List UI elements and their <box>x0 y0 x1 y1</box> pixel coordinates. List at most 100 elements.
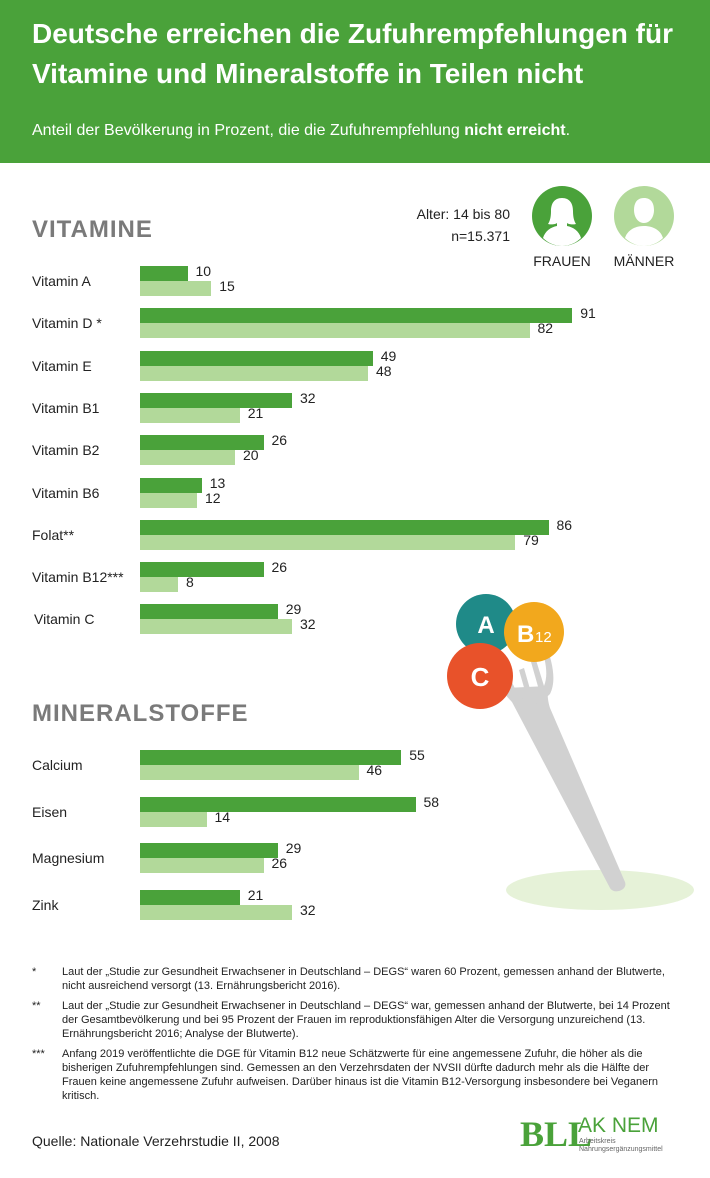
bar-maenner <box>140 281 212 296</box>
value-label: 21 <box>247 887 264 904</box>
bar-maenner <box>140 407 240 423</box>
value-label: 26 <box>271 855 288 872</box>
subtitle-end: . <box>565 122 571 139</box>
fork-vitamin-illustration: A B 12 C <box>447 594 694 910</box>
bar-frauen <box>140 477 202 493</box>
bar-frauen <box>140 308 573 324</box>
value-label: 14 <box>214 808 231 825</box>
woman-icon <box>532 186 592 246</box>
bar-frauen <box>140 843 278 859</box>
footnote-mark: ** <box>32 1000 41 1012</box>
page-title: Deutsche erreichen die Zufuhrempfehlunge… <box>32 18 673 89</box>
bar-frauen <box>140 435 264 451</box>
subtitle-emphasis: nicht erreicht <box>464 122 566 139</box>
bar-maenner <box>140 765 359 780</box>
vitamin-b-subscript: 12 <box>535 629 552 646</box>
vitamin-c-letter: C <box>471 662 490 692</box>
value-label: 20 <box>243 447 259 464</box>
category-label: Vitamin D * <box>32 315 102 332</box>
bar-maenner <box>140 365 368 381</box>
category-label: Vitamin B6 <box>32 484 100 501</box>
bll-aknem-logo: BLL AK NEM Arbeitskreis Nahrungsergänzun… <box>520 1114 663 1154</box>
vitamin-a-letter: A <box>477 612 494 639</box>
category-label: Vitamin B1 <box>32 399 100 416</box>
bar-maenner <box>140 905 292 921</box>
subtitle-text: Anteil der Bevölkerung in Prozent, die d… <box>32 122 465 139</box>
logo-line-2: Nahrungsergänzungsmittel <box>579 1146 663 1153</box>
bar-frauen <box>140 519 549 535</box>
category-label: Magnesium <box>32 850 105 867</box>
footnote-text: Laut der „Studie zur Gesundheit Erwachse… <box>62 966 665 992</box>
footnote-text: Anfang 2019 veröffentlichte die DGE für … <box>62 1048 659 1102</box>
value-label: 82 <box>537 320 554 337</box>
vitamin-b12-circle <box>504 602 564 662</box>
value-label: 32 <box>300 389 316 406</box>
value-label: 32 <box>300 902 316 919</box>
value-label: 79 <box>523 531 539 548</box>
footnote-1: * Laut der „Studie zur Gesundheit Erwach… <box>32 965 682 993</box>
category-label: Zink <box>32 897 59 914</box>
section-title-vitamine: VITAMINE <box>32 216 153 243</box>
footnote-3: *** Anfang 2019 veröffentlichte die DGE … <box>32 1047 682 1103</box>
category-label: Eisen <box>32 803 68 820</box>
value-label: 48 <box>376 362 392 379</box>
value-label: 91 <box>580 305 596 322</box>
value-label: 8 <box>186 574 194 591</box>
bar-maenner <box>140 450 235 466</box>
bar-maenner <box>140 619 292 635</box>
value-label: 26 <box>271 559 288 576</box>
bar-maenner <box>140 858 264 874</box>
bar-frauen <box>140 350 373 366</box>
sample-size: n=15.371 <box>451 228 510 244</box>
category-label: Folat** <box>32 526 75 543</box>
bar-frauen <box>140 266 188 281</box>
value-label: 46 <box>366 762 383 778</box>
man-icon <box>614 186 674 246</box>
bar-maenner <box>140 811 207 827</box>
fork-handle <box>504 686 626 892</box>
category-label: Vitamin E <box>32 357 92 374</box>
section-title-mineralstoffe: MINERALSTOFFE <box>32 700 249 727</box>
bar-maenner <box>140 577 178 593</box>
value-label: 58 <box>423 793 440 810</box>
bar-frauen <box>140 392 292 408</box>
category-label: Vitamin B2 <box>32 442 100 459</box>
value-label: 29 <box>285 840 302 857</box>
legend-women-label: FRAUEN <box>533 253 591 269</box>
value-label: 29 <box>285 601 302 618</box>
category-label: Vitamin A <box>32 273 91 289</box>
value-label: 10 <box>195 263 212 279</box>
footnote-mark: * <box>32 966 37 978</box>
vitamin-b-letter: B <box>517 621 534 648</box>
vitamin-a-circle <box>456 594 516 654</box>
footnote-2: ** Laut der „Studie zur Gesundheit Erwac… <box>32 999 682 1041</box>
value-label: 32 <box>300 616 316 633</box>
legend-men-label: MÄNNER <box>613 253 675 269</box>
source-citation: Quelle: Nationale Verzehrstudie II, 2008 <box>32 1133 280 1149</box>
value-label: 21 <box>247 404 264 421</box>
value-label: 55 <box>409 747 425 763</box>
value-label: 26 <box>271 432 288 449</box>
value-label: 49 <box>380 347 397 364</box>
logo-mark: BLL <box>520 1114 592 1154</box>
vitamin-c-circle <box>447 643 513 709</box>
bar-maenner <box>140 534 516 550</box>
category-label: Vitamin C <box>34 611 95 628</box>
plate-shadow <box>506 870 694 910</box>
age-range: Alter: 14 bis 80 <box>416 206 510 222</box>
bar-frauen <box>140 796 416 812</box>
footnote-text: Laut der „Studie zur Gesundheit Erwachse… <box>62 1000 670 1040</box>
value-label: 13 <box>209 474 226 491</box>
value-label: 12 <box>205 489 221 506</box>
logo-name: AK NEM <box>578 1114 659 1137</box>
bar-frauen <box>140 604 278 620</box>
header-banner: Deutsche erreichen die Zufuhrempfehlunge… <box>0 0 710 163</box>
bar-maenner <box>140 323 530 339</box>
bar-frauen <box>140 750 402 765</box>
logo-line-1: Arbeitskreis <box>579 1138 616 1145</box>
category-label: Vitamin B12*** <box>32 569 124 586</box>
category-label: Calcium <box>32 757 83 773</box>
value-label: 86 <box>556 516 573 533</box>
bar-frauen <box>140 562 264 578</box>
bar-maenner <box>140 492 197 508</box>
